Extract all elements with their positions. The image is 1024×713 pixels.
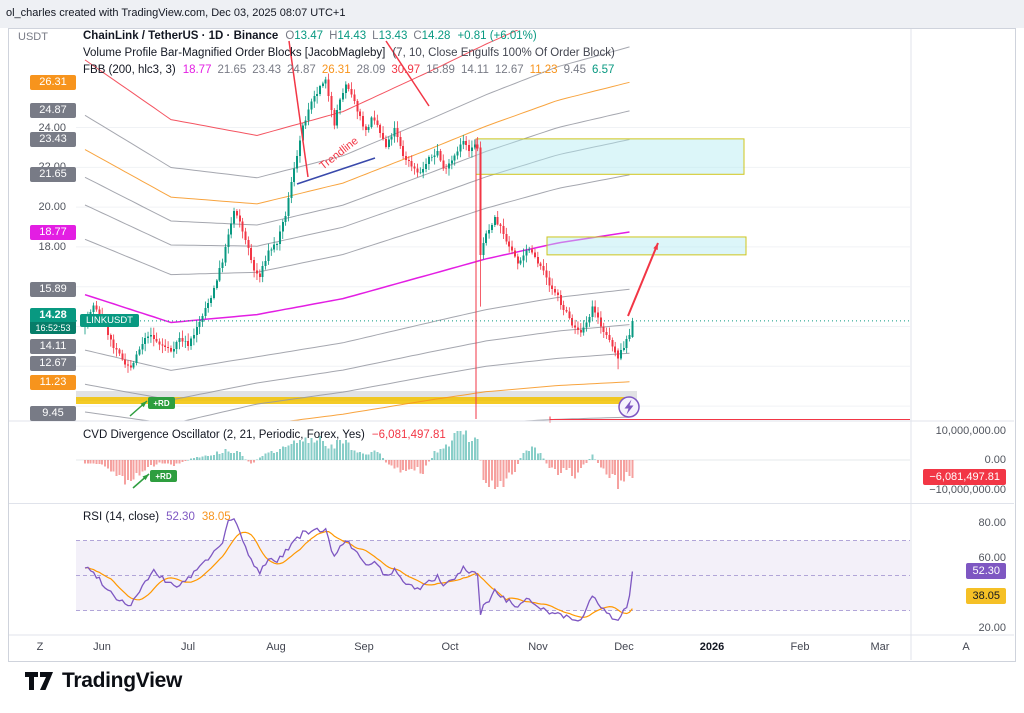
fbb-value: 23.43 xyxy=(252,64,282,76)
candlesticks xyxy=(84,73,634,373)
ohlc-value: L13.43 xyxy=(372,30,408,42)
fbb-value: 14.11 xyxy=(460,64,489,76)
fbb-value: 30.97 xyxy=(391,64,421,76)
legend-row-rsi[interactable]: RSI (14, close) 52.30 38.05 xyxy=(83,511,231,523)
svg-text:+RD: +RD xyxy=(155,472,171,481)
legend-row-symbol[interactable]: ChainLink / TetherUS · 1D · Binance O13.… xyxy=(83,30,537,42)
order-block-zones xyxy=(475,138,747,256)
fbb-bands xyxy=(84,30,630,421)
fbb-value: 6.57 xyxy=(591,64,615,76)
rd-divergence-marker[interactable]: +RD xyxy=(129,397,175,417)
legend-row-orderblocks[interactable]: Volume Profile Bar-Magnified Order Block… xyxy=(83,47,615,59)
symbol-title[interactable]: ChainLink / TetherUS · 1D · Binance xyxy=(83,30,279,42)
cvd-histogram xyxy=(76,430,910,490)
rsi-indicator-value: 52.30 xyxy=(166,511,195,523)
fbb-value: 24.87 xyxy=(287,64,316,76)
fbb-indicator-title[interactable]: FBB (200, hlc3, 3) xyxy=(83,64,176,76)
fbb-value: 9.45 xyxy=(563,64,586,76)
price-panel-gridlines xyxy=(76,127,910,407)
fbb-value: 21.65 xyxy=(217,64,247,76)
rd-divergence-marker[interactable]: +RD xyxy=(132,470,177,489)
trendline-label[interactable]: Trendline xyxy=(317,135,360,172)
tradingview-logo-icon xyxy=(25,672,53,690)
tradingview-logo-text: TradingView xyxy=(62,669,183,692)
ohlc-value: C14.28 xyxy=(413,30,451,42)
chart-canvas[interactable]: Trendline +RD +RD xyxy=(8,28,1016,661)
rsi-ma-value: 38.05 xyxy=(201,511,231,523)
cvd-indicator-value: −6,081,497.81 xyxy=(371,429,446,441)
fbb-value: 18.77 xyxy=(182,64,212,76)
legend-row-cvd[interactable]: CVD Divergence Oscillator (2, 21, Period… xyxy=(83,429,446,441)
ohlc-values: O13.47 H14.43 L13.43 C14.28 xyxy=(285,30,450,42)
drawing-annotations: Trendline xyxy=(288,40,910,423)
rsi-indicator-title[interactable]: RSI (14, close) xyxy=(83,511,160,523)
change-value: +0.81 (+6.01%) xyxy=(457,30,537,42)
tradingview-footer-logo[interactable]: TradingView xyxy=(24,668,182,694)
fbb-values: 18.77 21.65 23.43 24.87 26.31 28.09 30.97 15.89… xyxy=(183,64,615,76)
fbb-value: 26.31 xyxy=(321,64,351,76)
fbb-value: 15.89 xyxy=(426,64,455,76)
fbb-value: 11.23 xyxy=(529,64,558,76)
watermark-text: ol_charles created with TradingView.com,… xyxy=(6,7,346,19)
fbb-value: 12.67 xyxy=(494,64,524,76)
top-strip xyxy=(0,0,1024,28)
fbb-value: 28.09 xyxy=(356,64,386,76)
flash-marker-icon xyxy=(618,396,640,418)
panel-separators xyxy=(9,29,1014,660)
ohlc-value: O13.47 xyxy=(285,30,324,42)
legend-row-fbb[interactable]: FBB (200, hlc3, 3) 18.77 21.65 23.43 24.87 2… xyxy=(83,64,614,76)
price-scale-currency-label: USDT xyxy=(18,31,48,43)
orderblocks-indicator-title[interactable]: Volume Profile Bar-Magnified Order Block… xyxy=(83,47,386,59)
cvd-indicator-title[interactable]: CVD Divergence Oscillator (2, 21, Period… xyxy=(83,429,365,441)
orderblocks-indicator-params: (7, 10, Close Engulfs 100% Of Order Bloc… xyxy=(392,47,615,59)
svg-text:+RD: +RD xyxy=(153,399,169,408)
rsi-panel xyxy=(76,517,910,622)
ohlc-value: H14.43 xyxy=(329,30,367,42)
volume-profile-bands xyxy=(76,391,637,404)
